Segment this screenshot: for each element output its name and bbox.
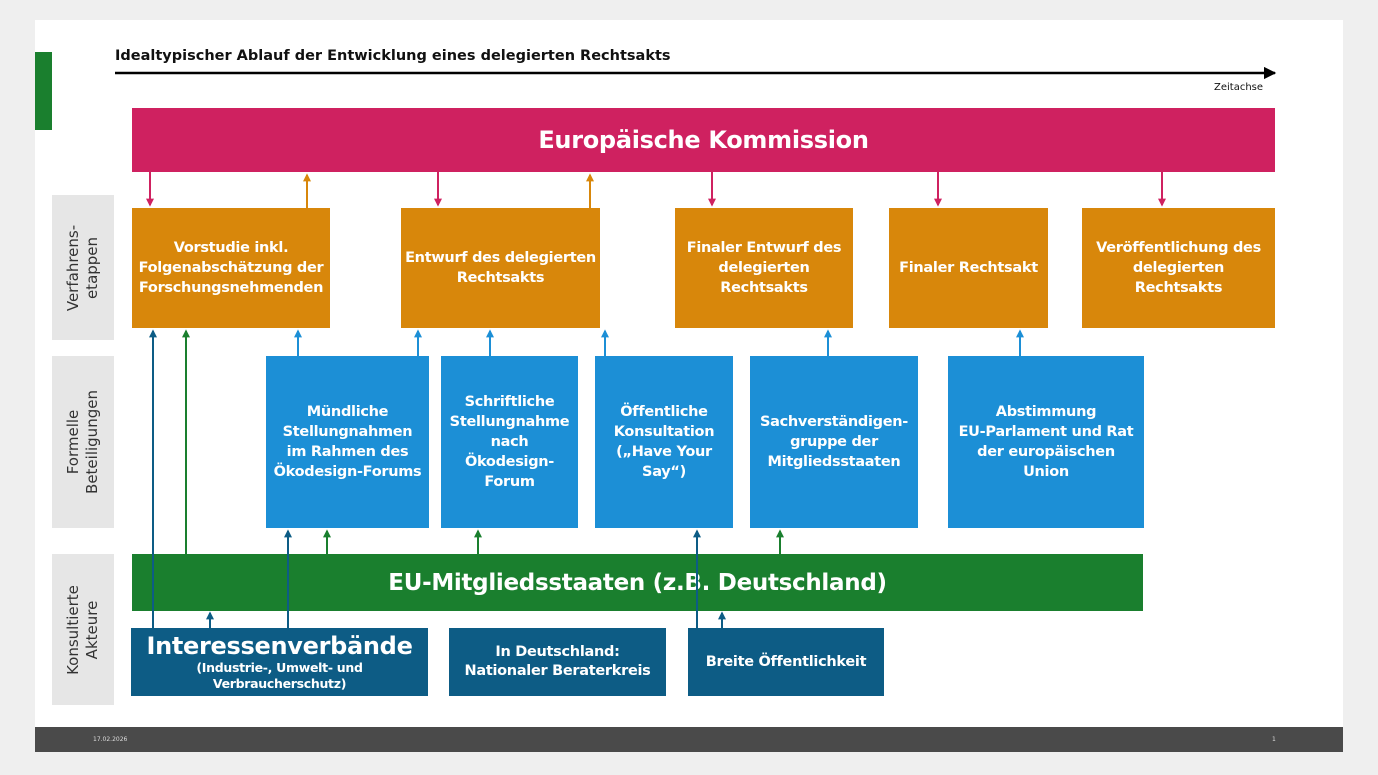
text-line: Rechtsakts — [456, 270, 545, 286]
stage-box: Vorstudie inkl. Folgenabschätzung der Fors… — [132, 208, 330, 328]
text-line: Verbraucherschutz) — [212, 676, 347, 691]
text-line: Schriftliche — [464, 394, 555, 410]
text-line: Forschungsnehmenden — [138, 280, 324, 296]
text-line: gruppe der — [790, 434, 878, 450]
row-label: Verfahrens-etappen — [52, 195, 114, 340]
formal-box: Sachverständigen-gruppe der Mitgliedsstaa… — [750, 356, 918, 528]
actor-box: Interessenverbände (Industrie-, Umwelt- u… — [131, 628, 428, 696]
row-label: Formelle Beteiligungen — [52, 356, 114, 528]
member-states-bar: EU-Mitgliedsstaaten (z.B. Deutschland) — [132, 554, 1143, 611]
formal-box: Öffentliche Konsultation („Have Your Say“) — [595, 356, 733, 528]
text-line: Rechtsakts — [720, 280, 808, 296]
text-line: nach — [490, 434, 529, 450]
text-line: EU-Parlament und Rat — [958, 424, 1134, 440]
text-line: im Rahmen des — [286, 444, 409, 460]
text-line: Interessenverbände — [146, 632, 413, 660]
commission-arrows — [146, 172, 1166, 207]
text-line: Say“) — [642, 464, 686, 480]
text-line: Europäische Kommission — [538, 126, 869, 154]
text-line: EU-Mitgliedsstaaten (z.B. Deutschland) — [388, 569, 887, 596]
footer-date: 17.02.2026 — [93, 736, 128, 743]
formal-box: Schriftliche Stellungnahme nach Ökodesign- F… — [441, 356, 578, 528]
page-number: 1 — [1272, 736, 1276, 743]
text-line: der europäischen — [977, 444, 1115, 460]
stage-box: Finaler Rechtsakt — [889, 208, 1048, 328]
stage-arrows — [303, 173, 594, 208]
member-state-arrows — [182, 329, 784, 554]
text-line: Finaler Rechtsakt — [899, 260, 1038, 276]
diagram-title: Idealtypischer Ablauf der Entwicklung ei… — [115, 48, 671, 64]
formal-arrows — [294, 329, 1024, 356]
formal-box: Abstimmung EU-Parlament und Rat der europä… — [948, 356, 1144, 528]
text-line: Nationaler Beraterkreis — [464, 663, 651, 679]
text-line: delegierten — [718, 260, 810, 276]
text-line: Stellungnahmen — [282, 424, 413, 440]
footer-bar — [35, 727, 1343, 752]
text-line: Finaler Entwurf des — [686, 240, 842, 256]
text-line: Öffentliche — [620, 404, 708, 420]
accent-bar — [35, 52, 52, 130]
text-line: Entwurf des delegierten — [405, 250, 596, 266]
actor-arrows — [149, 329, 726, 628]
text-line: Forum — [484, 474, 535, 490]
stage-box: Entwurf des delegierten Rechtsakts — [401, 208, 600, 328]
text-line: Folgenabschätzung der — [138, 260, 324, 276]
text-line: Stellungnahme — [449, 414, 570, 430]
stage-box: Veröffentlichung des delegierten Rechtsakt… — [1082, 208, 1275, 328]
text-line: Abstimmung — [995, 404, 1097, 420]
commission-bar: Europäische Kommission — [132, 108, 1275, 172]
text-line: Mündliche — [306, 404, 389, 420]
text-line: Veröffentlichung des — [1096, 240, 1261, 256]
actor-box: Breite Öffentlichkeit — [688, 628, 884, 696]
text-line: In Deutschland: — [495, 644, 620, 660]
timeline-label: Zeitachse — [1214, 82, 1264, 93]
text-line: (Industrie-, Umwelt- und — [196, 660, 363, 675]
text-line: („Have Your — [616, 444, 712, 460]
stage-box: Finaler Entwurf des delegierten Rechtsakts — [675, 208, 853, 328]
text-line: Union — [1023, 464, 1069, 480]
text-line: Ökodesign- — [464, 454, 555, 470]
text-line: Rechtsakts — [1134, 280, 1223, 296]
text-line: Ökodesign-Forums — [273, 464, 422, 480]
text-line: Sachverständigen- — [759, 414, 909, 430]
actor-box: In Deutschland: Nationaler Beraterkreis — [449, 628, 666, 696]
text-line: Konsultation — [613, 424, 715, 440]
text-line: Breite Öffentlichkeit — [705, 653, 867, 670]
text-line: delegierten — [1132, 260, 1225, 276]
formal-box: Mündliche Stellungnahmen im Rahmen des Ökod… — [266, 356, 429, 528]
row-label: Konsultierte Akteure — [52, 554, 114, 705]
text-line: Mitgliedsstaaten — [767, 454, 901, 470]
text-line: Vorstudie inkl. — [173, 240, 289, 256]
